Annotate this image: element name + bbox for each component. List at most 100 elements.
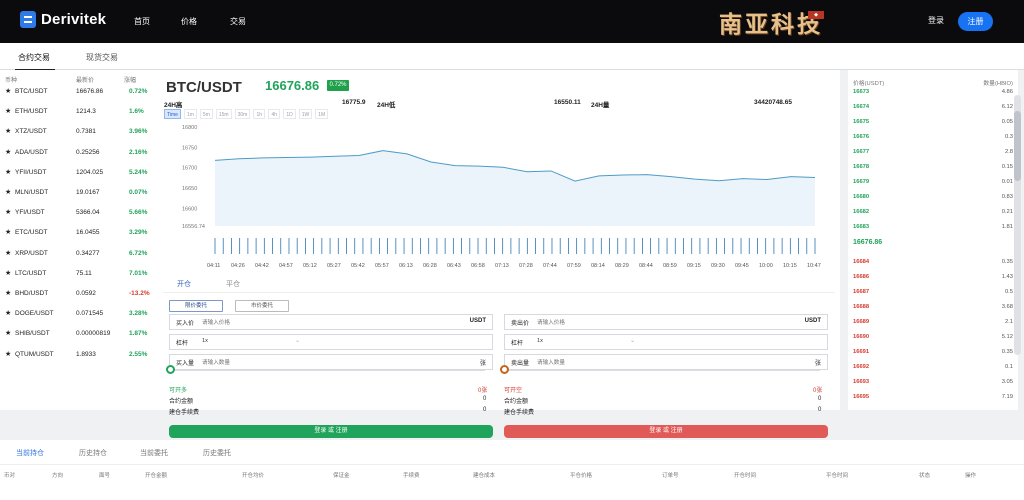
- interval-button[interactable]: 30m: [234, 109, 251, 119]
- brand-mark-icon: [20, 11, 36, 28]
- star-icon[interactable]: ★: [5, 310, 12, 318]
- interval-button[interactable]: 4h: [268, 109, 281, 119]
- orderbook-bid-row[interactable]: 16677 2.8: [853, 145, 1013, 160]
- interval-button[interactable]: 1W: [298, 109, 313, 119]
- tab-position-history[interactable]: 历史持仓: [79, 450, 107, 457]
- sell-leverage-select[interactable]: 杠杆 1x ⌄: [504, 334, 828, 350]
- nav-home[interactable]: 首页: [134, 17, 150, 26]
- orderbook-bid-row[interactable]: 16674 6.12: [853, 100, 1013, 115]
- x-axis-tick-label: 05:42: [351, 263, 365, 269]
- star-icon[interactable]: ★: [5, 350, 12, 358]
- tab-order-history[interactable]: 历史委托: [203, 450, 231, 457]
- buy-amount-slider[interactable]: [173, 370, 485, 376]
- orderbook-ask-row[interactable]: 16688 3.68: [853, 300, 1013, 315]
- orderbook-ask-row[interactable]: 16693 3.05: [853, 375, 1013, 390]
- orderbook-ask-row[interactable]: 16684 0.35: [853, 255, 1013, 270]
- market-row[interactable]: ★ DOGE/USDT 0.071545 3.28%: [5, 308, 147, 328]
- orderbook-ask-row[interactable]: 16695 7.19: [853, 390, 1013, 405]
- orderbook-bid-row[interactable]: 16678 0.15: [853, 160, 1013, 175]
- buy-login-register-button[interactable]: 登录 或 注册: [169, 425, 493, 438]
- tab-contract[interactable]: 合约交易: [18, 53, 50, 62]
- buy-leverage-select[interactable]: 杠杆 1x ⌄: [169, 334, 493, 350]
- x-axis-tick-label: 09:15: [687, 263, 701, 269]
- limit-order-button[interactable]: 限价委托: [169, 300, 223, 312]
- market-row[interactable]: ★ SHIB/USDT 0.00000819 1.87%: [5, 328, 147, 348]
- tab-current-orders[interactable]: 当前委托: [140, 450, 168, 457]
- buy-price-field[interactable]: 买入价 请输入价格 USDT: [169, 314, 493, 330]
- close-position-tab[interactable]: 平仓: [226, 281, 240, 288]
- orderbook-ask-row[interactable]: 16692 0.1: [853, 360, 1013, 375]
- orderbook-ask-quantity: 0.1: [1004, 364, 1013, 370]
- interval-button[interactable]: 1D: [283, 109, 296, 119]
- open-position-tab[interactable]: 开仓: [177, 281, 191, 288]
- orderbook-ask-row[interactable]: 16686 1.43: [853, 270, 1013, 285]
- market-row[interactable]: ★ ETC/USDT 16.0455 3.29%: [5, 227, 147, 247]
- star-icon[interactable]: ★: [5, 330, 12, 338]
- interval-button[interactable]: 5m: [199, 109, 213, 119]
- sell-amount-slider[interactable]: [508, 370, 820, 376]
- market-row[interactable]: ★ BTC/USDT 16676.86 0.72%: [5, 86, 147, 106]
- interval-button[interactable]: 1M: [315, 109, 329, 119]
- x-axis-tick-label: 08:29: [615, 263, 629, 269]
- star-icon[interactable]: ★: [5, 269, 12, 277]
- sell-login-register-button[interactable]: 登录 或 注册: [504, 425, 828, 438]
- tab-spot[interactable]: 现货交易: [86, 53, 118, 62]
- star-icon[interactable]: ★: [5, 128, 12, 136]
- orderbook-bid-row[interactable]: 16679 0.01: [853, 175, 1013, 190]
- star-icon[interactable]: ★: [5, 148, 12, 156]
- nav-trading[interactable]: 交易: [230, 17, 246, 26]
- orderbook-bid-quantity: 0.05: [1001, 119, 1013, 125]
- market-row[interactable]: ★ XTZ/USDT 0.7381 3.96%: [5, 126, 147, 146]
- buy-slider-handle[interactable]: [166, 365, 175, 374]
- sell-slider-handle[interactable]: [500, 365, 509, 374]
- orderbook-bid-row[interactable]: 16683 1.81: [853, 220, 1013, 235]
- star-icon[interactable]: ★: [5, 209, 12, 217]
- market-row[interactable]: ★ YFII/USDT 1204.025 5.24%: [5, 167, 147, 187]
- market-change: 2.16%: [129, 148, 148, 156]
- market-row[interactable]: ★ ETH/USDT 1214.3 1.6%: [5, 106, 146, 126]
- orderbook-bid-quantity: 0.3: [1004, 134, 1013, 140]
- star-icon[interactable]: ★: [5, 88, 12, 95]
- star-icon[interactable]: ★: [5, 229, 12, 237]
- star-icon[interactable]: ★: [5, 290, 12, 297]
- buy-amount-field[interactable]: 买入量 请输入数量 张: [169, 354, 493, 370]
- y-axis-tick-label: 16750: [182, 145, 197, 151]
- market-row[interactable]: ★ YFI/USDT 5366.04 5.66%: [5, 207, 147, 227]
- brand-logo[interactable]: Derivitek: [20, 11, 106, 28]
- star-icon[interactable]: ★: [5, 249, 12, 257]
- orderbook-bid-row[interactable]: 16676 0.3: [853, 130, 1013, 145]
- sell-amount-field[interactable]: 卖出量 请输入数量 张: [504, 354, 828, 370]
- interval-button[interactable]: 1h: [253, 109, 266, 119]
- interval-button[interactable]: Time: [164, 109, 181, 119]
- star-icon[interactable]: ★: [5, 108, 12, 116]
- market-row[interactable]: ★ ADA/USDT 0.25256 2.16%: [5, 147, 148, 167]
- orderbook-scrollbar[interactable]: [1014, 95, 1021, 355]
- orderbook-ask-row[interactable]: 16689 2.1: [853, 315, 1013, 330]
- scrollbar-thumb[interactable]: [1014, 111, 1021, 181]
- market-row[interactable]: ★ QTUM/USDT 1.8933 2.55%: [5, 349, 147, 369]
- interval-button[interactable]: 15m: [215, 109, 232, 119]
- orderbook-bid-row[interactable]: 16682 0.21: [853, 205, 1013, 220]
- market-row[interactable]: ★ LTC/USDT 75.11 7.01%: [5, 268, 147, 288]
- star-icon[interactable]: ★: [5, 189, 12, 196]
- market-row[interactable]: ★ XRP/USDT 0.34277 6.72%: [5, 248, 147, 268]
- orderbook-bid-row[interactable]: 16673 4.86: [853, 85, 1013, 100]
- orderbook-ask-row[interactable]: 16690 5.12: [853, 330, 1013, 345]
- orderbook-ask-quantity: 5.12: [1001, 334, 1013, 340]
- sell-price-field[interactable]: 卖出价 请输入价格 USDT: [504, 314, 828, 330]
- star-icon[interactable]: ★: [5, 168, 12, 176]
- orderbook-bid-row[interactable]: 16680 0.83: [853, 190, 1013, 205]
- nav-prices[interactable]: 价格: [181, 17, 197, 26]
- interval-button[interactable]: 1m: [183, 109, 197, 119]
- market-row[interactable]: ★ MLN/USDT 19.0167 0.07%: [5, 187, 147, 207]
- register-button[interactable]: 注册: [958, 12, 993, 31]
- tab-current-positions[interactable]: 当前持仓: [16, 450, 44, 457]
- x-axis-tick-label: 10:15: [783, 263, 797, 269]
- orderbook-amount-header: 数量(HBIO): [983, 81, 1013, 87]
- market-row[interactable]: ★ BHD/USDT 0.0592 -13.2%: [5, 288, 150, 308]
- orderbook-ask-row[interactable]: 16687 0.5: [853, 285, 1013, 300]
- orderbook-bid-row[interactable]: 16675 0.05: [853, 115, 1013, 130]
- market-order-button[interactable]: 市价委托: [235, 300, 289, 312]
- orderbook-ask-row[interactable]: 16691 0.35: [853, 345, 1013, 360]
- login-link[interactable]: 登录: [928, 16, 944, 25]
